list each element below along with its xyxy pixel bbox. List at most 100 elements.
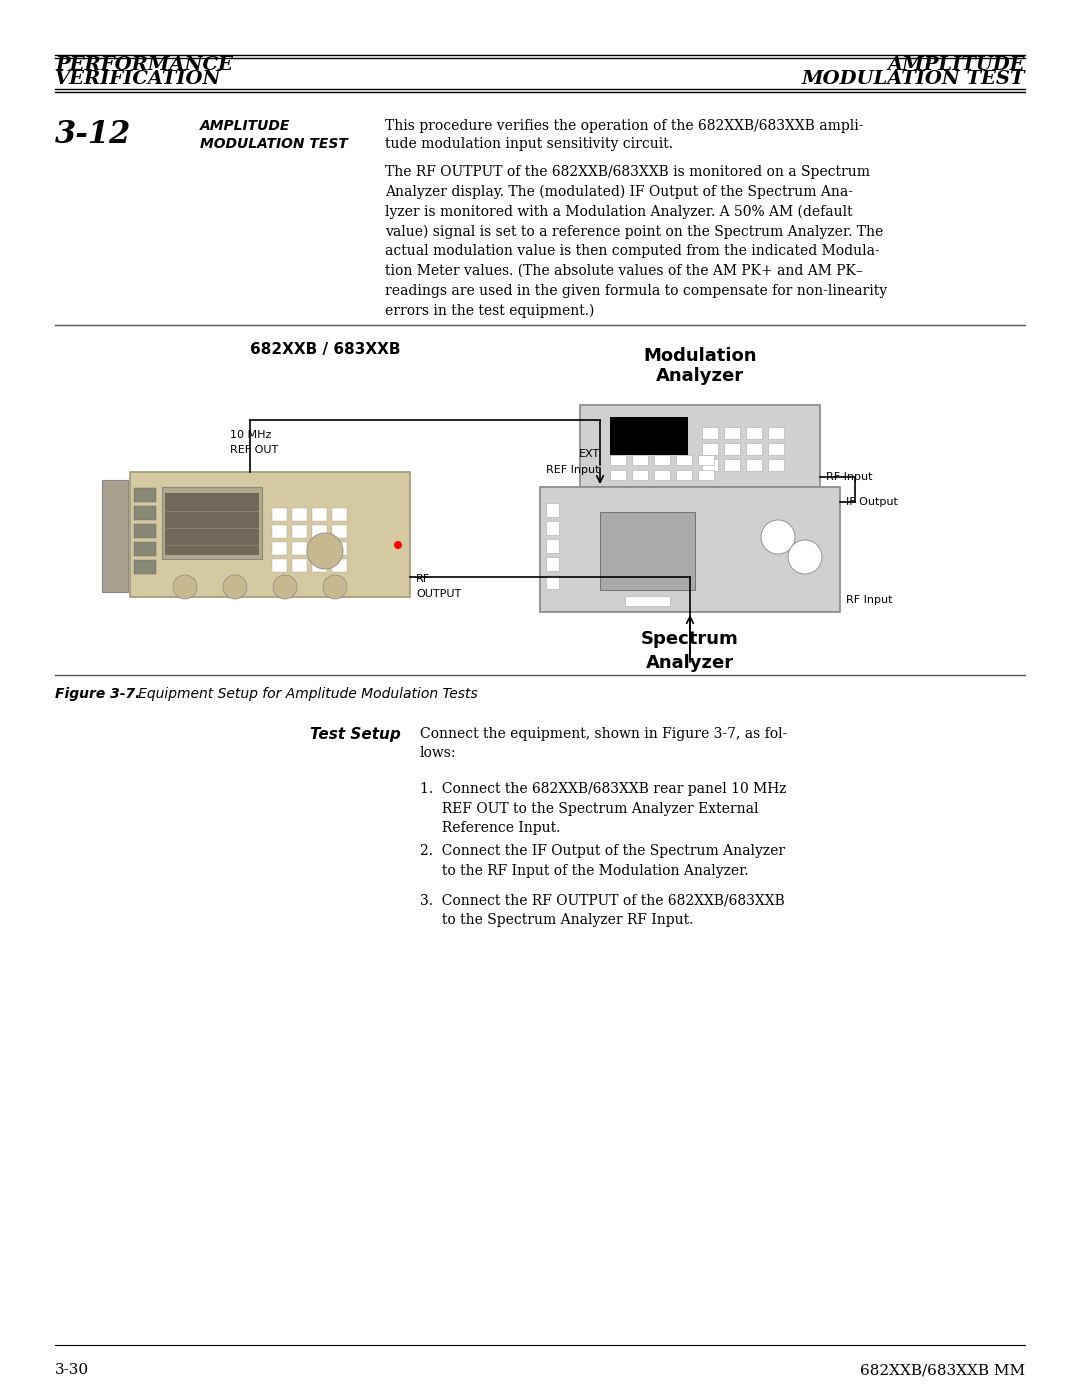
Bar — [292, 525, 307, 538]
Bar — [332, 509, 347, 521]
Text: 2.  Connect the IF Output of the Spectrum Analyzer: 2. Connect the IF Output of the Spectrum… — [420, 844, 785, 858]
Text: Modulation: Modulation — [644, 346, 757, 365]
Bar — [332, 525, 347, 538]
Text: to the RF Input of the Modulation Analyzer.: to the RF Input of the Modulation Analyz… — [420, 863, 748, 877]
Bar — [610, 416, 688, 455]
Bar — [272, 525, 287, 538]
Text: PERFORMANCE: PERFORMANCE — [55, 56, 233, 74]
Bar — [134, 542, 156, 556]
Text: 3-30: 3-30 — [55, 1363, 90, 1377]
Text: Figure 3-7.: Figure 3-7. — [55, 687, 140, 701]
Bar — [580, 405, 820, 488]
Bar — [768, 427, 784, 439]
Text: 1.  Connect the 682XXB/683XXB rear panel 10 MHz: 1. Connect the 682XXB/683XXB rear panel … — [420, 782, 786, 796]
Text: Analyzer display. The (modulated) IF Output of the Spectrum Ana-: Analyzer display. The (modulated) IF Out… — [384, 184, 853, 200]
Text: 3-12: 3-12 — [55, 119, 132, 149]
Bar — [546, 503, 559, 517]
Text: AMPLITUDE: AMPLITUDE — [200, 119, 291, 133]
Bar — [676, 455, 692, 465]
Bar — [134, 488, 156, 502]
Text: value) signal is set to a reference point on the Spectrum Analyzer. The: value) signal is set to a reference poin… — [384, 225, 883, 239]
Text: RF Input: RF Input — [826, 472, 873, 482]
Bar — [632, 455, 648, 465]
Text: The RF OUTPUT of the 682XXB/683XXB is monitored on a Spectrum: The RF OUTPUT of the 682XXB/683XXB is mo… — [384, 165, 870, 179]
Text: Analyzer: Analyzer — [646, 654, 734, 672]
Text: tude modulation input sensitivity circuit.: tude modulation input sensitivity circui… — [384, 137, 673, 151]
Text: to the Spectrum Analyzer RF Input.: to the Spectrum Analyzer RF Input. — [420, 912, 693, 926]
Bar — [292, 559, 307, 571]
Text: This procedure verifies the operation of the 682XXB/683XXB ampli-: This procedure verifies the operation of… — [384, 119, 864, 133]
Bar — [312, 542, 327, 555]
Circle shape — [788, 541, 822, 574]
Text: 10 MHz: 10 MHz — [230, 430, 271, 440]
Text: Reference Input.: Reference Input. — [420, 821, 561, 835]
Text: Connect the equipment, shown in Figure 3-7, as fol-: Connect the equipment, shown in Figure 3… — [420, 726, 787, 740]
Bar — [698, 455, 714, 465]
Bar — [632, 469, 648, 481]
Bar — [312, 525, 327, 538]
Bar — [654, 469, 670, 481]
Bar — [676, 469, 692, 481]
Text: OUTPUT: OUTPUT — [416, 590, 461, 599]
Text: errors in the test equipment.): errors in the test equipment.) — [384, 303, 594, 319]
Bar — [768, 443, 784, 455]
Circle shape — [173, 576, 197, 599]
Text: Spectrum: Spectrum — [642, 630, 739, 648]
Bar — [610, 455, 626, 465]
Text: REF Input: REF Input — [546, 465, 600, 475]
Bar — [134, 560, 156, 574]
Bar — [130, 472, 410, 597]
Bar — [272, 542, 287, 555]
Text: IF Output: IF Output — [846, 497, 897, 507]
Text: 682XXB/683XXB MM: 682XXB/683XXB MM — [860, 1363, 1025, 1377]
Bar — [162, 488, 262, 559]
Bar — [332, 559, 347, 571]
Bar — [702, 427, 718, 439]
Text: Test Setup: Test Setup — [310, 726, 401, 742]
Circle shape — [394, 541, 402, 549]
Bar — [134, 506, 156, 520]
Text: readings are used in the given formula to compensate for non-linearity: readings are used in the given formula t… — [384, 284, 887, 298]
Bar — [768, 460, 784, 471]
Text: VERIFICATION: VERIFICATION — [55, 70, 221, 88]
Bar — [746, 443, 762, 455]
Text: MODULATION TEST: MODULATION TEST — [200, 137, 348, 151]
Text: lows:: lows: — [420, 746, 457, 760]
Bar — [332, 542, 347, 555]
Bar — [165, 493, 259, 555]
Circle shape — [273, 576, 297, 599]
Bar — [102, 481, 129, 592]
Bar — [292, 542, 307, 555]
Bar — [292, 509, 307, 521]
Bar — [724, 427, 740, 439]
Text: RF: RF — [416, 574, 430, 584]
Text: tion Meter values. (The absolute values of the AM PK+ and AM PK–: tion Meter values. (The absolute values … — [384, 264, 863, 278]
Text: REF OUT: REF OUT — [230, 446, 279, 455]
Bar — [600, 511, 696, 590]
Text: Equipment Setup for Amplitude Modulation Tests: Equipment Setup for Amplitude Modulation… — [125, 687, 477, 701]
Bar — [134, 524, 156, 538]
Bar — [746, 427, 762, 439]
Bar — [540, 488, 840, 612]
Bar — [546, 521, 559, 535]
Bar — [610, 469, 626, 481]
Circle shape — [323, 576, 347, 599]
Text: EXT: EXT — [579, 448, 600, 460]
Bar — [312, 559, 327, 571]
Bar — [272, 509, 287, 521]
Bar — [698, 469, 714, 481]
Text: 3.  Connect the RF OUTPUT of the 682XXB/683XXB: 3. Connect the RF OUTPUT of the 682XXB/6… — [420, 893, 785, 907]
Bar — [312, 509, 327, 521]
Text: 682XXB / 683XXB: 682XXB / 683XXB — [249, 342, 401, 358]
Text: Analyzer: Analyzer — [656, 367, 744, 386]
Bar — [546, 576, 559, 590]
Text: actual modulation value is then computed from the indicated Modula-: actual modulation value is then computed… — [384, 244, 880, 258]
Bar — [702, 443, 718, 455]
Text: REF OUT to the Spectrum Analyzer External: REF OUT to the Spectrum Analyzer Externa… — [420, 802, 758, 816]
Bar — [702, 460, 718, 471]
Bar — [746, 460, 762, 471]
Text: AMPLITUDE: AMPLITUDE — [888, 56, 1025, 74]
Bar — [654, 455, 670, 465]
Bar — [724, 443, 740, 455]
Circle shape — [761, 520, 795, 555]
